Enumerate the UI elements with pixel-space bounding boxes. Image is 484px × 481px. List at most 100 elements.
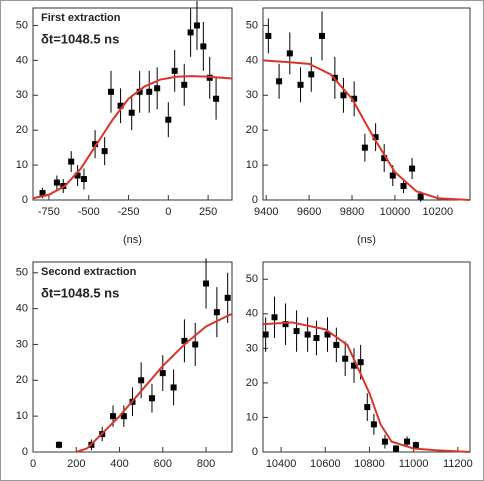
- x-tick-label: -500: [78, 206, 100, 218]
- data-point: [389, 172, 396, 179]
- data-point: [146, 88, 153, 95]
- y-tick-label: 20: [16, 124, 28, 136]
- data-point: [409, 165, 416, 172]
- data-point: [381, 155, 388, 162]
- data-point: [265, 32, 272, 39]
- data-point: [138, 377, 145, 384]
- x-tick-label: 9600: [297, 206, 321, 218]
- data-point: [55, 441, 62, 448]
- data-point: [351, 95, 358, 102]
- x-tick-label: 11000: [399, 458, 429, 470]
- annotation: Second extraction: [41, 266, 137, 278]
- x-tick-label: 200: [67, 458, 85, 470]
- data-point: [181, 81, 188, 88]
- y-tick-label: 0: [22, 446, 28, 458]
- data-point: [170, 384, 177, 391]
- data-point: [68, 158, 75, 165]
- y-tick-label: 10: [16, 410, 28, 422]
- x-axis-label: (ns): [123, 234, 142, 246]
- data-point: [159, 370, 166, 377]
- data-point: [333, 341, 340, 348]
- data-point: [313, 335, 320, 341]
- fit-curve: [75, 313, 233, 453]
- x-tick-label: 11200: [443, 458, 473, 470]
- data-point: [297, 81, 304, 88]
- data-point: [400, 183, 407, 190]
- data-point: [136, 88, 143, 95]
- fit-curve: [32, 75, 233, 200]
- data-point: [318, 32, 325, 39]
- y-tick-label: 50: [246, 273, 258, 285]
- x-tick-label: 9400: [254, 206, 278, 218]
- data-point: [262, 331, 269, 338]
- data-point: [342, 355, 349, 362]
- data-point: [165, 116, 172, 123]
- y-tick-label: 10: [246, 411, 258, 423]
- data-point: [361, 144, 368, 151]
- data-point: [213, 95, 220, 102]
- data-point: [286, 50, 293, 57]
- data-point: [271, 314, 278, 321]
- data-point: [187, 29, 194, 36]
- data-point: [357, 359, 364, 366]
- x-tick-label: 10000: [380, 206, 411, 218]
- data-point: [351, 362, 358, 369]
- data-point: [39, 190, 46, 197]
- fit-curve: [262, 59, 471, 201]
- data-point: [308, 71, 315, 78]
- data-point: [101, 148, 108, 155]
- data-point: [417, 193, 424, 200]
- data-point: [370, 421, 377, 428]
- data-point: [117, 102, 124, 109]
- data-point: [53, 179, 60, 186]
- y-tick-label: 20: [16, 374, 28, 386]
- x-tick-label: 400: [110, 458, 128, 470]
- data-point: [110, 413, 117, 420]
- y-tick-label: 30: [246, 89, 258, 101]
- data-point: [181, 337, 188, 344]
- annotation: δt=1048.5 ns: [41, 285, 119, 300]
- y-tick-label: 0: [252, 446, 258, 458]
- x-tick-label: 600: [154, 458, 172, 470]
- data-point: [171, 67, 178, 74]
- y-tick-label: 40: [246, 308, 258, 320]
- data-point: [324, 331, 331, 338]
- data-point: [203, 280, 210, 287]
- data-point: [200, 43, 207, 50]
- data-point: [381, 438, 388, 445]
- data-point: [412, 442, 419, 449]
- y-tick-label: 0: [22, 194, 28, 206]
- x-tick-label: 250: [199, 206, 217, 218]
- annotation: δt=1048.5 ns: [41, 31, 119, 46]
- plot-frame: [262, 7, 471, 201]
- y-tick-label: 40: [16, 54, 28, 66]
- data-point: [404, 438, 411, 445]
- plot-frame: [32, 7, 233, 201]
- y-tick-label: 40: [246, 54, 258, 66]
- data-point: [108, 88, 115, 95]
- data-point: [74, 172, 81, 179]
- y-tick-label: 40: [16, 303, 28, 315]
- data-point: [340, 92, 347, 99]
- x-axis-label: (ns): [357, 234, 376, 246]
- data-point: [92, 141, 99, 148]
- y-tick-label: 30: [246, 342, 258, 354]
- data-point: [128, 109, 135, 116]
- data-point: [282, 321, 289, 328]
- data-point: [392, 445, 399, 452]
- x-tick-label: 10200: [423, 206, 454, 218]
- data-point: [293, 328, 300, 335]
- y-tick-label: 30: [16, 89, 28, 101]
- y-tick-label: 0: [252, 194, 258, 206]
- data-point: [148, 395, 155, 402]
- plot-frame: [32, 261, 233, 453]
- y-tick-label: 20: [246, 124, 258, 136]
- plot-frame: [262, 261, 471, 453]
- data-point: [154, 85, 161, 92]
- x-tick-label: 10600: [310, 458, 341, 470]
- data-point: [80, 176, 87, 183]
- fit-curve: [263, 321, 471, 453]
- x-tick-label: 0: [30, 458, 36, 470]
- x-tick-label: 10800: [354, 458, 385, 470]
